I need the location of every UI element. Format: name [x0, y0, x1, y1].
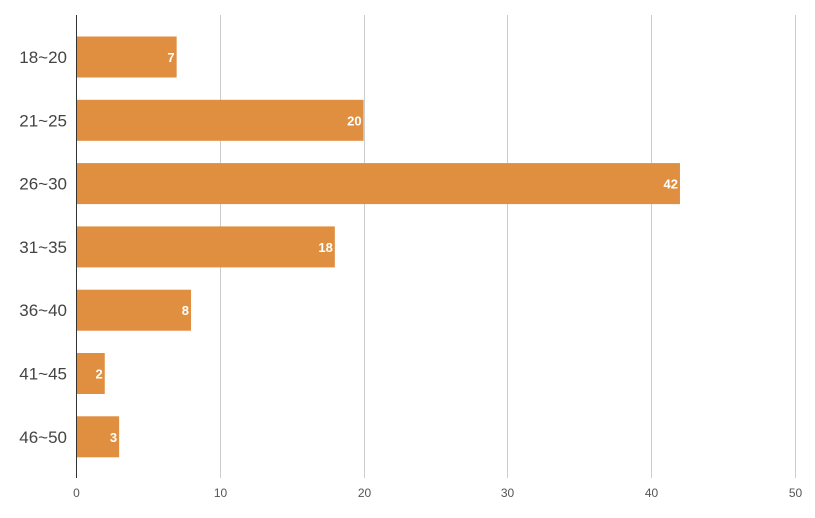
data-label: 3 — [110, 430, 117, 445]
category-label: 18~20 — [19, 48, 67, 67]
x-tick-label: 10 — [214, 486, 228, 500]
category-label: 21~25 — [19, 111, 67, 130]
x-tick-label: 50 — [789, 486, 803, 500]
bar-18~20 — [76, 36, 177, 78]
data-label: 8 — [182, 303, 189, 318]
bars — [76, 36, 680, 458]
data-label: 18 — [318, 240, 332, 255]
data-label: 2 — [96, 367, 103, 382]
category-label: 36~40 — [19, 301, 67, 320]
x-tick-label: 30 — [501, 486, 515, 500]
bar-26~30 — [76, 163, 680, 205]
data-label: 42 — [663, 177, 677, 192]
data-label: 7 — [167, 50, 174, 65]
category-label: 41~45 — [19, 365, 67, 384]
labels: 0 10 20 30 40 50 18~20 7 21~25 20 26~30 42 31~35 18 36… — [19, 48, 802, 500]
bar-21~25 — [76, 99, 364, 141]
x-tick-label: 40 — [645, 486, 659, 500]
grid-lines — [220, 15, 796, 478]
data-label: 20 — [347, 113, 361, 128]
category-label: 26~30 — [19, 175, 67, 194]
category-label: 46~50 — [19, 428, 67, 447]
category-label: 31~35 — [19, 238, 67, 257]
bar-36~40 — [76, 289, 192, 331]
x-tick-label: 0 — [73, 486, 80, 500]
bar-46~50 — [76, 416, 120, 458]
bar-31~35 — [76, 226, 335, 268]
x-tick-label: 20 — [358, 486, 372, 500]
bar-41~45 — [76, 353, 105, 394]
